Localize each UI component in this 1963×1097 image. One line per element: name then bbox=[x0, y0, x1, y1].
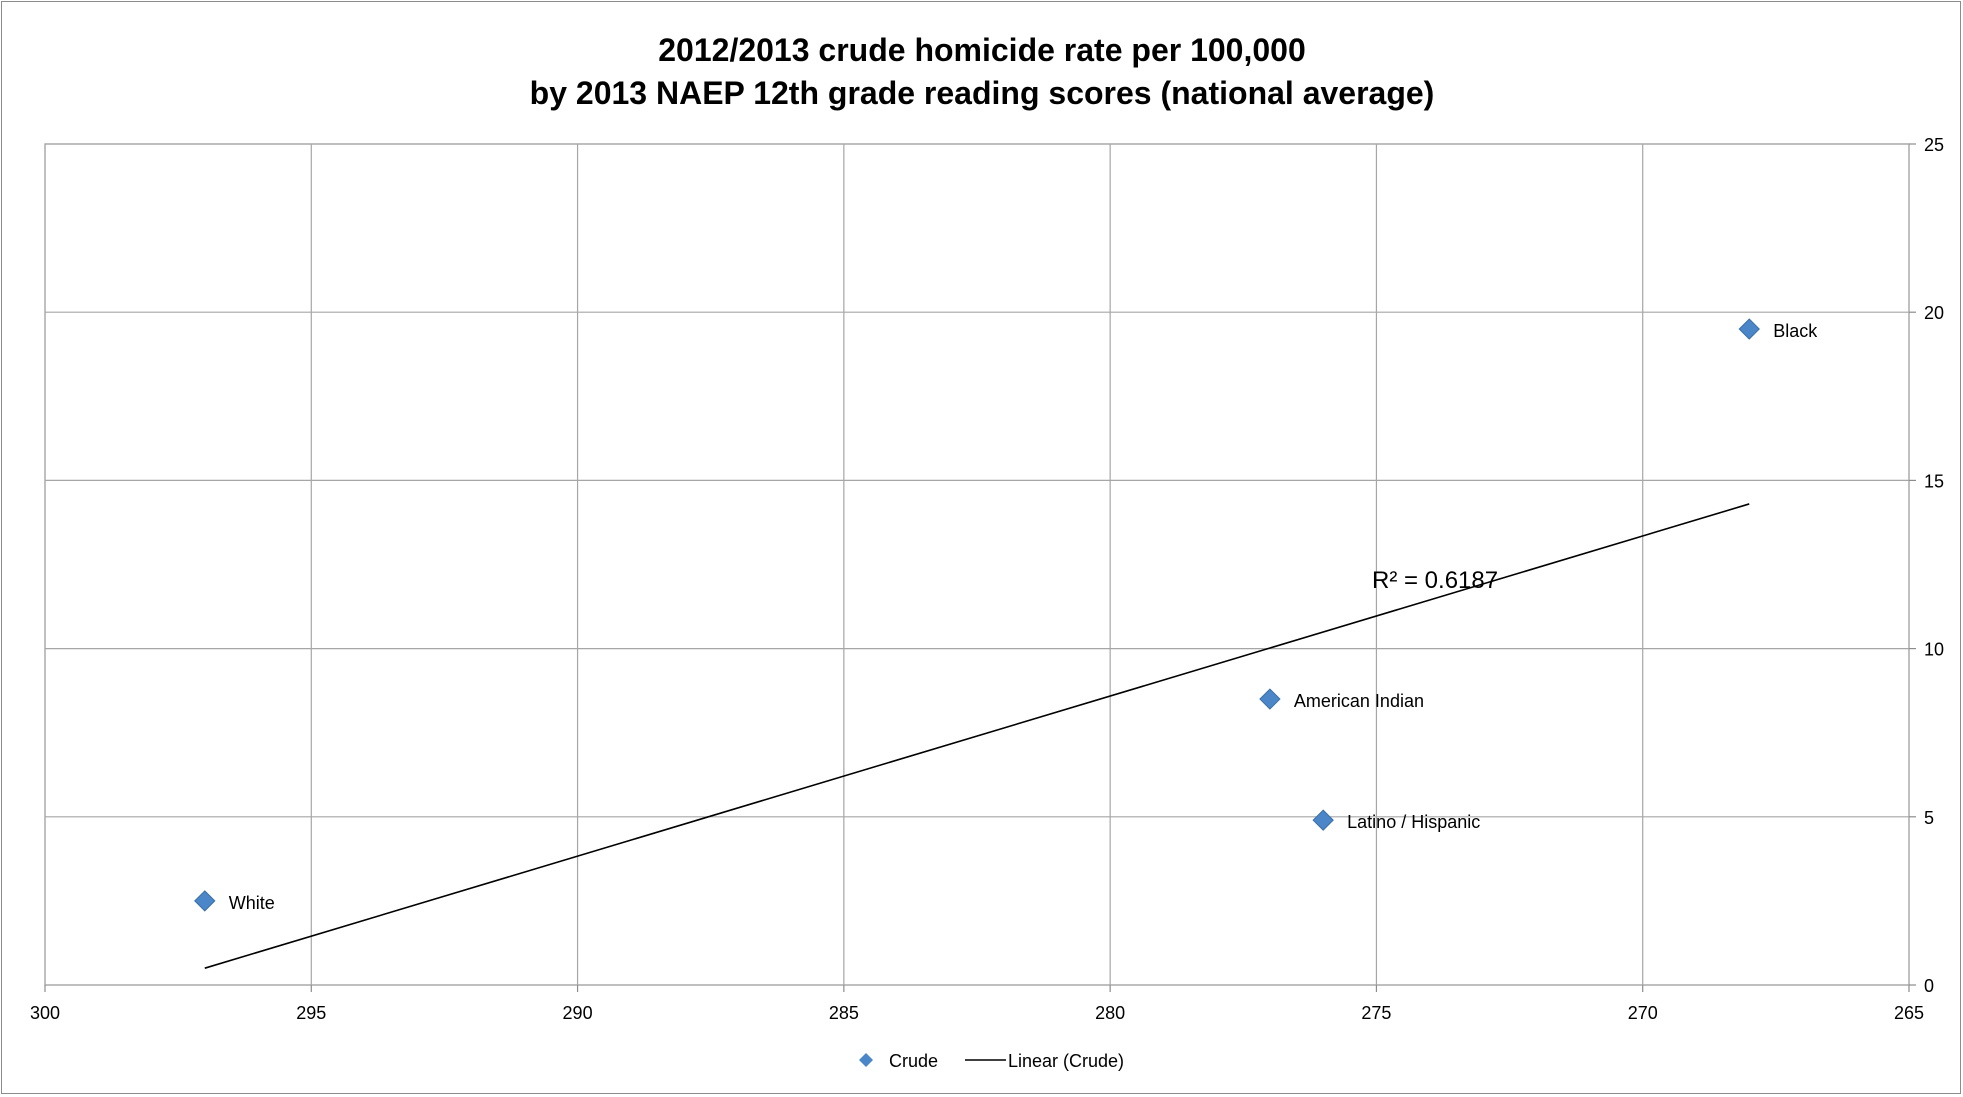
data-label: Black bbox=[1773, 321, 1818, 341]
data-point-black bbox=[1738, 318, 1760, 340]
plot-area-border bbox=[44, 143, 1910, 986]
points-layer: White American Indian Latino / Hispanic Bla… bbox=[194, 318, 1818, 913]
y-tick-label: 15 bbox=[1924, 471, 1944, 491]
data-point-white bbox=[194, 890, 216, 912]
legend: Crude Linear (Crude) bbox=[859, 1051, 1124, 1071]
x-tick-label: 295 bbox=[296, 1003, 326, 1023]
grid bbox=[44, 143, 1910, 986]
x-tick-label: 290 bbox=[563, 1003, 593, 1023]
data-point-latino-hispanic bbox=[1312, 809, 1334, 831]
x-tick-label: 275 bbox=[1361, 1003, 1391, 1023]
y-tick-label: 20 bbox=[1924, 303, 1944, 323]
legend-marker-crude bbox=[859, 1053, 873, 1067]
x-tick-label: 280 bbox=[1095, 1003, 1125, 1023]
data-label: White bbox=[229, 893, 275, 913]
x-tick-label: 285 bbox=[829, 1003, 859, 1023]
x-tick-label: 270 bbox=[1628, 1003, 1658, 1023]
legend-label-crude: Crude bbox=[889, 1051, 938, 1071]
data-label: Latino / Hispanic bbox=[1347, 812, 1480, 832]
x-tick-label: 300 bbox=[30, 1003, 60, 1023]
trendline-layer bbox=[204, 503, 1750, 969]
y-tick-label: 10 bbox=[1924, 640, 1944, 660]
data-label: American Indian bbox=[1294, 691, 1424, 711]
chart-subtitle: by 2013 NAEP 12th grade reading scores (… bbox=[530, 75, 1435, 111]
y-tick-label: 0 bbox=[1924, 976, 1934, 996]
y-tick-label: 25 bbox=[1924, 135, 1944, 155]
r-squared-annotation: R² = 0.6187 bbox=[1372, 567, 1498, 594]
chart-title: 2012/2013 crude homicide rate per 100,00… bbox=[658, 32, 1306, 68]
y-tick-label: 5 bbox=[1924, 808, 1934, 828]
x-tick-label: 265 bbox=[1894, 1003, 1924, 1023]
data-point-american-indian bbox=[1259, 688, 1281, 710]
linear-trendline bbox=[204, 503, 1750, 969]
legend-label-linear: Linear (Crude) bbox=[1008, 1051, 1124, 1071]
